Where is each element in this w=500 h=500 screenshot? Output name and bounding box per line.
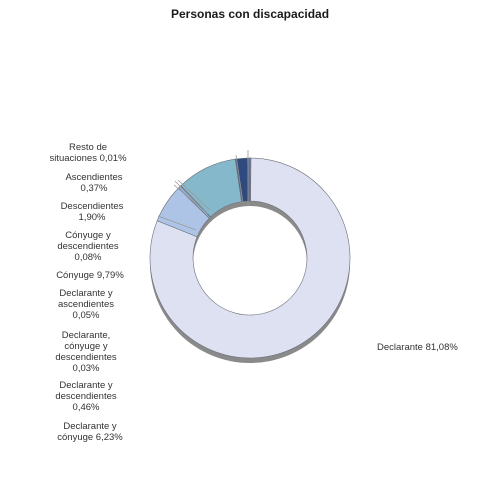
slice-label-line: Declarante, xyxy=(61,330,111,341)
slice-label-ascendientes: Ascendientes 0,37% xyxy=(34,172,154,194)
slice-label-line: descendientes xyxy=(57,241,119,252)
slice-label-line: Ascendientes xyxy=(65,172,123,183)
slice-label-descendientes: Descendientes 1,90% xyxy=(32,201,152,223)
slice-label-declarante: Declarante 81,08% xyxy=(377,342,458,353)
slice-label-line: Declarante y xyxy=(63,421,117,432)
slice-label-resto-de-situaciones: Resto de situaciones 0,01% xyxy=(28,142,148,164)
slice-label-line: 0,03% xyxy=(72,363,100,374)
slice-label-line: cónyuge y xyxy=(64,341,108,352)
slice-label-line: Descendientes xyxy=(60,201,124,212)
slice-label-declarante-y-ascendientes: Declarante y ascendientes 0,05% xyxy=(26,288,146,321)
slice-label-line: ascendientes xyxy=(58,299,114,310)
slice-label-line: descendientes xyxy=(55,391,117,402)
slice-declarante[interactable] xyxy=(149,157,351,359)
chart-title: Personas con discapacidad xyxy=(170,7,330,21)
leader-line-conyuge xyxy=(157,215,197,231)
slice-label-line: Cónyuge y xyxy=(65,230,111,241)
slice-label-line: 0,37% xyxy=(80,183,108,194)
slice-label-conyuge: Cónyuge 9,79% xyxy=(30,270,150,281)
slice-label-line: Resto de xyxy=(68,142,108,153)
slice-label-line: 0,08% xyxy=(74,252,102,263)
slice-label-line: 1,90% xyxy=(78,212,106,223)
slice-label-line: Declarante y xyxy=(59,288,113,299)
slice-label-line: descendientes xyxy=(55,352,117,363)
leader-line-declarante-y-descendientes xyxy=(174,180,207,214)
slice-resto-de-situaciones[interactable] xyxy=(249,157,252,202)
slice-label-line: Cónyuge 9,79% xyxy=(56,270,124,281)
leader-line-conyuge-y-descendientes xyxy=(177,179,211,211)
slice-label-declarante-conyuge-y-descendientes: Declarante, cónyuge y descendientes 0,03% xyxy=(26,330,146,374)
slice-label-line: Declarante 81,08% xyxy=(377,342,458,353)
slice-label-conyuge-y-descendientes: Cónyuge y descendientes 0,08% xyxy=(28,230,148,263)
slice-label-line: 0,05% xyxy=(72,310,100,321)
slice-label-line: Declarante y xyxy=(59,380,113,391)
slice-label-declarante-y-descendientes: Declarante y descendientes 0,46% xyxy=(26,380,146,413)
slice-label-line: 0,46% xyxy=(72,402,100,413)
slice-label-line: cónyuge 6,23% xyxy=(57,432,123,443)
leader-line-ascendientes xyxy=(235,154,244,204)
slice-label-line: situaciones 0,01% xyxy=(49,153,127,164)
slice-label-declarante-y-conyuge: Declarante y cónyuge 6,23% xyxy=(30,421,150,443)
